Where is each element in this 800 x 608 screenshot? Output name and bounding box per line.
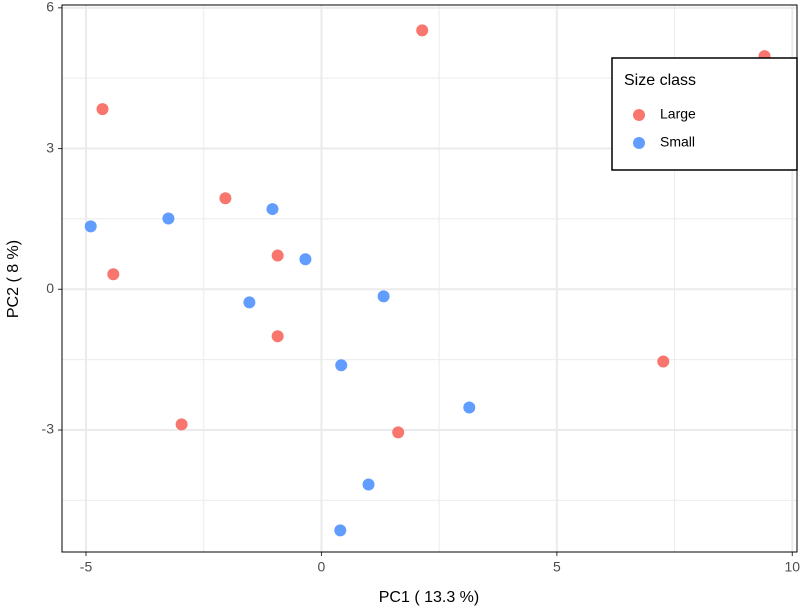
y-tick-label: 3 [46, 139, 54, 155]
y-tick-label: 6 [46, 0, 54, 15]
point [84, 220, 97, 233]
point [175, 418, 188, 431]
point [266, 203, 279, 216]
point [463, 401, 476, 414]
x-axis-title: PC1 ( 13.3 %) [379, 589, 479, 606]
point [657, 355, 670, 368]
point [416, 24, 429, 37]
point [377, 290, 390, 303]
point [299, 253, 312, 266]
legend: Size class Large Small [611, 57, 798, 171]
point [243, 296, 256, 309]
legend-swatch [633, 137, 645, 149]
y-tick-label: 0 [46, 280, 54, 296]
point [107, 268, 120, 281]
point [271, 330, 284, 343]
legend-label: Small [660, 134, 695, 150]
legend-label: Large [660, 106, 696, 122]
legend-swatch [633, 109, 645, 121]
x-tick-label: 0 [318, 559, 326, 575]
point [392, 426, 405, 439]
x-tick-label: 5 [553, 559, 561, 575]
point [219, 192, 232, 205]
point [334, 524, 347, 537]
panel-border [61, 4, 798, 553]
y-tick-label: -3 [42, 421, 55, 437]
point [96, 103, 109, 116]
point [271, 249, 284, 262]
x-tick-label: 10 [785, 559, 800, 575]
x-tick-label: -5 [80, 559, 93, 575]
point [162, 212, 175, 225]
point [362, 478, 375, 491]
legend-title: Size class [624, 72, 696, 89]
y-axis-title: PC2 ( 8 %) [5, 240, 22, 318]
point [335, 359, 348, 372]
